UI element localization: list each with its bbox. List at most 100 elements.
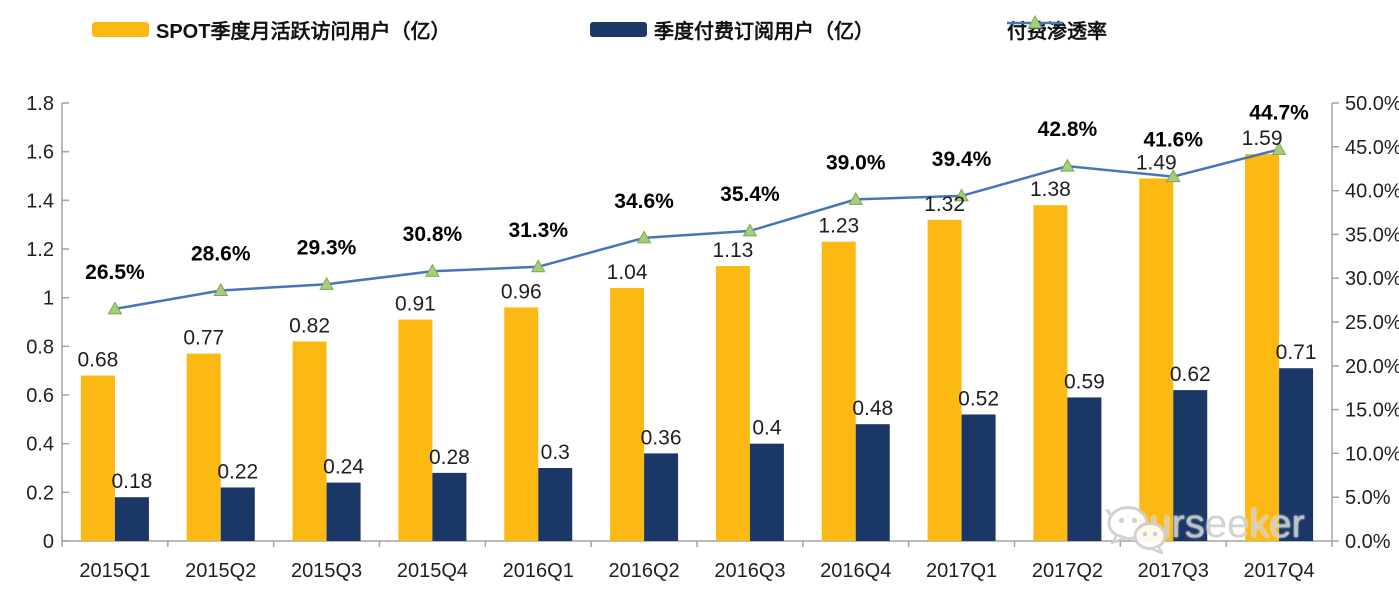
bar-mau-2015Q4 xyxy=(398,319,433,541)
mau-value-label: 1.32 xyxy=(924,193,965,216)
penetration-marker xyxy=(636,230,652,244)
bar-subscribers-2016Q3 xyxy=(749,443,784,541)
mau-value-label: 1.23 xyxy=(818,215,859,238)
x-axis-category-label: 2015Q2 xyxy=(185,560,256,582)
x-axis-category-label: 2016Q1 xyxy=(503,560,574,582)
x-axis-category-label: 2015Q4 xyxy=(397,560,468,582)
y-axis-left-tick-label: 0.6 xyxy=(26,385,54,407)
y-axis-left-tick-label: 1.8 xyxy=(26,93,54,115)
subscribers-value-label: 0.22 xyxy=(217,460,258,483)
subscribers-value-label: 0.36 xyxy=(641,426,682,449)
bar-subscribers-2017Q1 xyxy=(961,414,996,541)
penetration-value-label: 29.3% xyxy=(297,236,357,259)
legend-line-marker-icon xyxy=(1007,14,1063,29)
bar-mau-2017Q4 xyxy=(1245,154,1280,541)
bar-subscribers-2015Q4 xyxy=(432,472,467,541)
y-axis-left-tick-label: 0.8 xyxy=(26,336,54,358)
mau-value-label: 0.82 xyxy=(289,314,330,337)
penetration-value-label: 34.6% xyxy=(614,190,674,213)
penetration-value-label: 30.8% xyxy=(403,223,463,246)
legend-item-penetration: 付费渗透率 xyxy=(1007,14,1107,44)
bar-mau-2016Q4 xyxy=(821,241,856,541)
penetration-value-label: 26.5% xyxy=(85,261,145,284)
bar-mau-2017Q1 xyxy=(927,219,962,542)
bar-subscribers-2016Q1 xyxy=(538,468,573,541)
y-axis-left-tick-label: 0 xyxy=(43,531,54,553)
bar-mau-2017Q3 xyxy=(1139,178,1174,541)
mau-value-label: 1.59 xyxy=(1242,127,1283,150)
subscribers-value-label: 0.18 xyxy=(111,470,152,493)
legend-swatch-subscribers xyxy=(590,21,647,37)
bar-subscribers-2016Q4 xyxy=(855,424,890,541)
y-axis-right-tick-label: 45.0% xyxy=(1345,137,1399,159)
penetration-marker xyxy=(742,223,758,237)
mau-value-label: 1.38 xyxy=(1030,178,1071,201)
chart-legend: SPOT季度月活跃访问用户（亿） 季度付费订阅用户（亿） 付费渗透率 xyxy=(0,14,1399,48)
legend-item-subscribers: 季度付费订阅用户（亿） xyxy=(590,14,874,44)
mau-value-label: 0.68 xyxy=(77,349,118,372)
subscribers-value-label: 0.28 xyxy=(429,446,470,469)
y-axis-right-tick-label: 10.0% xyxy=(1345,443,1399,465)
bar-mau-2016Q1 xyxy=(504,307,539,541)
subscribers-value-label: 0.48 xyxy=(852,397,893,420)
penetration-marker xyxy=(1271,141,1287,155)
bar-subscribers-2015Q1 xyxy=(114,497,149,541)
bar-subscribers-2017Q4 xyxy=(1279,368,1314,541)
x-axis-category-label: 2017Q3 xyxy=(1138,560,1209,582)
bar-mau-2015Q3 xyxy=(292,341,327,541)
x-axis-category-label: 2017Q2 xyxy=(1032,560,1103,582)
penetration-marker xyxy=(319,276,334,290)
y-axis-right-tick-label: 35.0% xyxy=(1345,224,1399,246)
y-axis-left-tick-label: 1.6 xyxy=(26,142,54,164)
subscribers-value-label: 0.4 xyxy=(752,417,782,440)
y-axis-left-tick-label: 1 xyxy=(43,288,54,310)
penetration-value-label: 39.4% xyxy=(932,148,992,171)
bar-subscribers-2017Q3 xyxy=(1173,390,1208,541)
subscribers-value-label: 0.59 xyxy=(1064,370,1105,393)
penetration-marker xyxy=(1060,158,1075,172)
subscribers-value-label: 0.71 xyxy=(1276,341,1317,364)
mau-value-label: 0.96 xyxy=(501,280,542,303)
y-axis-right-tick-label: 30.0% xyxy=(1345,268,1399,290)
legend-label-subscribers: 季度付费订阅用户（亿） xyxy=(654,20,874,43)
penetration-value-label: 42.8% xyxy=(1038,118,1098,141)
bar-mau-2015Q1 xyxy=(80,375,115,541)
y-axis-right-tick-label: 5.0% xyxy=(1345,487,1391,509)
penetration-value-label: 28.6% xyxy=(191,242,251,265)
bar-mau-2016Q3 xyxy=(715,266,750,541)
y-axis-right-tick-label: 25.0% xyxy=(1345,312,1399,334)
mau-value-label: 0.91 xyxy=(395,293,436,316)
subscribers-value-label: 0.3 xyxy=(541,441,570,464)
penetration-marker xyxy=(954,188,969,202)
penetration-value-label: 39.0% xyxy=(826,151,886,174)
bar-subscribers-2015Q3 xyxy=(326,482,361,541)
y-axis-right-tick-label: 15.0% xyxy=(1345,400,1399,422)
y-axis-right-tick-label: 50.0% xyxy=(1345,93,1399,115)
x-axis-category-label: 2017Q4 xyxy=(1243,560,1314,582)
x-axis-category-label: 2016Q2 xyxy=(608,560,679,582)
penetration-marker xyxy=(1165,169,1181,183)
mau-value-label: 0.77 xyxy=(183,327,224,350)
bar-subscribers-2015Q2 xyxy=(220,487,255,541)
y-axis-right-tick-label: 0.0% xyxy=(1345,531,1391,553)
x-axis-category-label: 2015Q1 xyxy=(79,560,150,582)
legend-swatch-mau xyxy=(92,21,149,37)
bar-mau-2015Q2 xyxy=(186,353,221,541)
mau-value-label: 1.04 xyxy=(607,261,648,284)
x-axis-category-label: 2015Q3 xyxy=(291,560,362,582)
y-axis-left-tick-label: 1.4 xyxy=(26,190,54,212)
y-axis-right-tick-label: 20.0% xyxy=(1345,356,1399,378)
bar-mau-2016Q2 xyxy=(610,287,645,541)
penetration-marker xyxy=(107,301,123,315)
legend-label-mau: SPOT季度月活跃访问用户（亿） xyxy=(156,20,451,43)
mau-value-label: 1.13 xyxy=(712,239,753,262)
y-axis-left-tick-label: 1.2 xyxy=(26,239,54,261)
x-axis-category-label: 2016Q4 xyxy=(820,560,891,582)
mau-value-label: 1.49 xyxy=(1136,151,1177,174)
bar-subscribers-2016Q2 xyxy=(644,453,679,541)
penetration-value-label: 41.6% xyxy=(1143,129,1203,152)
penetration-value-label: 44.7% xyxy=(1249,101,1309,124)
penetration-value-label: 35.4% xyxy=(720,183,780,206)
